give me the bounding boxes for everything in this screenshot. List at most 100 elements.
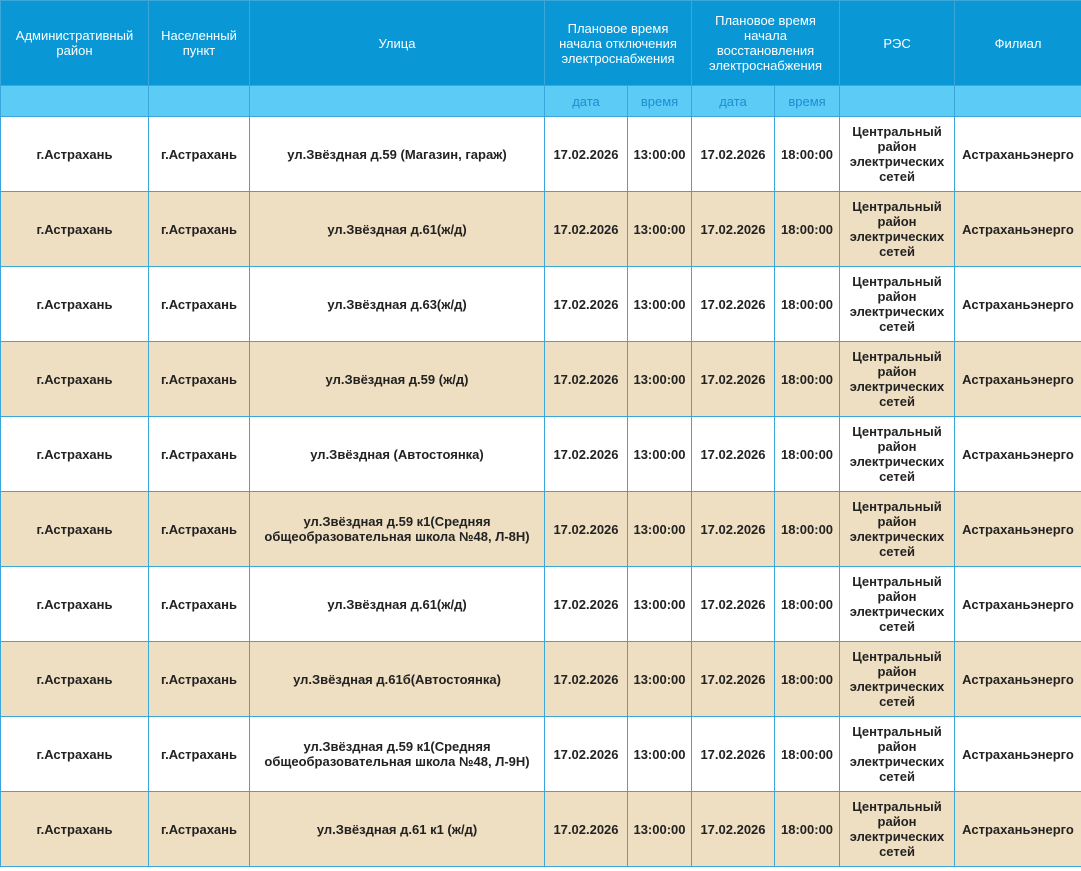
- table-cell: 18:00:00: [773, 116, 841, 192]
- table-cell: Астраханьэнерго: [954, 191, 1081, 267]
- subcolumn-header: дата: [691, 85, 775, 117]
- table-row: г.Астрахань г.Астрахань ул.Звёздная д.63(ж…: [0, 266, 1081, 342]
- table-cell: г.Астрахань: [148, 116, 250, 192]
- column-header: Улица: [249, 0, 545, 86]
- table-cell: Астраханьэнерго: [954, 791, 1081, 867]
- subcolumn-empty: [954, 85, 1081, 117]
- table-cell: 17.02.2026: [691, 416, 775, 492]
- table-cell: Центральный район электрических сетей: [839, 491, 956, 567]
- table-cell: 13:00:00: [627, 641, 692, 717]
- column-header: Административный район: [0, 0, 149, 86]
- table-cell: 17.02.2026: [544, 491, 628, 567]
- table-cell: г.Астрахань: [0, 641, 149, 717]
- table-cell: г.Астрахань: [0, 116, 149, 192]
- column-header: РЭС: [839, 0, 956, 86]
- subcolumn-header: время: [773, 85, 841, 117]
- table-cell: 17.02.2026: [691, 266, 775, 342]
- table-cell: Центральный район электрических сетей: [839, 266, 956, 342]
- table-cell: 17.02.2026: [691, 191, 775, 267]
- table-row: г.Астрахань г.Астрахань ул.Звёздная д.61 к…: [0, 791, 1081, 867]
- table-cell: г.Астрахань: [0, 716, 149, 792]
- table-cell: 13:00:00: [627, 191, 692, 267]
- table-cell: 13:00:00: [627, 266, 692, 342]
- table-cell: г.Астрахань: [0, 791, 149, 867]
- table-cell: Центральный район электрических сетей: [839, 116, 956, 192]
- table-cell: Астраханьэнерго: [954, 716, 1081, 792]
- table-cell: г.Астрахань: [148, 341, 250, 417]
- subcolumn-header: время: [627, 85, 692, 117]
- table-cell: 17.02.2026: [544, 641, 628, 717]
- subcolumn-empty: [0, 85, 149, 117]
- table-cell: ул.Звёздная д.59 (ж/д): [249, 341, 545, 417]
- table-row: г.Астрахань г.Астрахань ул.Звёздная (Автос…: [0, 416, 1081, 492]
- table-cell: г.Астрахань: [0, 416, 149, 492]
- column-header: Плановое время начала восстановления эле…: [690, 0, 841, 86]
- table-cell: г.Астрахань: [148, 716, 250, 792]
- table-cell: ул.Звёздная д.63(ж/д): [249, 266, 545, 342]
- table-cell: Центральный район электрических сетей: [839, 791, 956, 867]
- table-cell: Центральный район электрических сетей: [839, 416, 956, 492]
- table-cell: 17.02.2026: [544, 191, 628, 267]
- table-cell: ул.Звёздная д.61б(Автостоянка): [249, 641, 545, 717]
- table-cell: 18:00:00: [773, 566, 841, 642]
- table-row: г.Астрахань г.Астрахань ул.Звёздная д.61(ж…: [0, 191, 1081, 267]
- table-cell: Центральный район электрических сетей: [839, 716, 956, 792]
- table-cell: 17.02.2026: [691, 641, 775, 717]
- table-header: Административный район Населенный пункт Ул…: [0, 0, 1081, 117]
- table-cell: 18:00:00: [773, 191, 841, 267]
- subcolumn-empty: [148, 85, 250, 117]
- table-row: г.Астрахань г.Астрахань ул.Звёздная д.61(ж…: [0, 566, 1081, 642]
- table-row: г.Астрахань г.Астрахань ул.Звёздная д.59 (…: [0, 341, 1081, 417]
- table-cell: 17.02.2026: [691, 116, 775, 192]
- table-cell: г.Астрахань: [0, 341, 149, 417]
- table-cell: ул.Звёздная д.61(ж/д): [249, 191, 545, 267]
- table-cell: 13:00:00: [627, 791, 692, 867]
- column-header: Плановое время начала отключения электро…: [544, 0, 692, 86]
- table-cell: 17.02.2026: [544, 566, 628, 642]
- table-cell: 18:00:00: [773, 716, 841, 792]
- table-cell: Астраханьэнерго: [954, 341, 1081, 417]
- table-cell: 13:00:00: [627, 491, 692, 567]
- column-header: Филиал: [954, 0, 1081, 86]
- table-cell: Астраханьэнерго: [954, 266, 1081, 342]
- table-cell: Центральный район электрических сетей: [839, 641, 956, 717]
- table-cell: г.Астрахань: [0, 266, 149, 342]
- table-cell: 17.02.2026: [544, 416, 628, 492]
- table-cell: 17.02.2026: [691, 341, 775, 417]
- table-cell: Астраханьэнерго: [954, 116, 1081, 192]
- table-cell: 17.02.2026: [691, 716, 775, 792]
- table-cell: Астраханьэнерго: [954, 641, 1081, 717]
- table-body: г.Астрахань г.Астрахань ул.Звёздная д.59 (…: [0, 116, 1081, 867]
- table-cell: 13:00:00: [627, 116, 692, 192]
- table-cell: ул.Звёздная д.59 к1(Средняя общеобразова…: [249, 491, 545, 567]
- subcolumn-header: дата: [544, 85, 628, 117]
- table-cell: 18:00:00: [773, 416, 841, 492]
- table-cell: 17.02.2026: [544, 341, 628, 417]
- table-cell: 18:00:00: [773, 641, 841, 717]
- table-row: г.Астрахань г.Астрахань ул.Звёздная д.59 к…: [0, 491, 1081, 567]
- table-cell: ул.Звёздная (Автостоянка): [249, 416, 545, 492]
- table-cell: ул.Звёздная д.61 к1 (ж/д): [249, 791, 545, 867]
- table-cell: г.Астрахань: [148, 566, 250, 642]
- table-cell: 18:00:00: [773, 266, 841, 342]
- table-cell: 18:00:00: [773, 341, 841, 417]
- table-row: г.Астрахань г.Астрахань ул.Звёздная д.61б(…: [0, 641, 1081, 717]
- table-cell: г.Астрахань: [148, 416, 250, 492]
- subheader-row: дата время дата время: [0, 85, 1081, 117]
- table-cell: 18:00:00: [773, 491, 841, 567]
- table-cell: 17.02.2026: [544, 716, 628, 792]
- table-cell: г.Астрахань: [0, 491, 149, 567]
- header-row: Административный район Населенный пункт Ул…: [0, 0, 1081, 86]
- table-cell: Центральный район электрических сетей: [839, 341, 956, 417]
- table-cell: ул.Звёздная д.61(ж/д): [249, 566, 545, 642]
- table-row: г.Астрахань г.Астрахань ул.Звёздная д.59 к…: [0, 716, 1081, 792]
- table-cell: Астраханьэнерго: [954, 566, 1081, 642]
- table-cell: г.Астрахань: [148, 791, 250, 867]
- table-cell: Центральный район электрических сетей: [839, 191, 956, 267]
- table-cell: 17.02.2026: [691, 566, 775, 642]
- table-cell: г.Астрахань: [148, 491, 250, 567]
- table-cell: 18:00:00: [773, 791, 841, 867]
- table-row: г.Астрахань г.Астрахань ул.Звёздная д.59 (…: [0, 116, 1081, 192]
- table-cell: Астраханьэнерго: [954, 491, 1081, 567]
